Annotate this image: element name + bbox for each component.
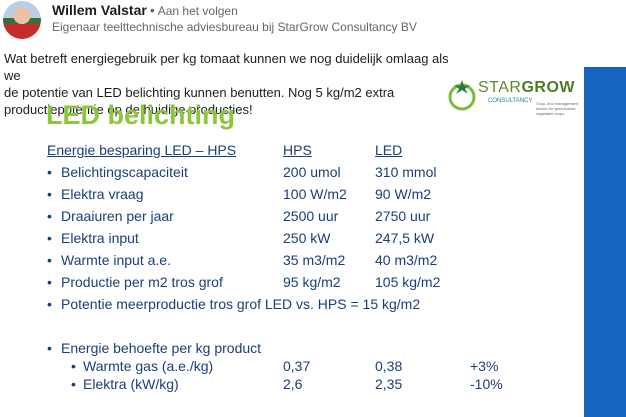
post-text-line: productiepotentie op de huidige producti… <box>4 102 253 117</box>
author-name[interactable]: Willem Valstar <box>52 2 147 18</box>
row-label: Belichtingscapaciteit <box>61 164 188 180</box>
follow-status[interactable]: Aan het volgen <box>157 4 238 18</box>
row-hps-value: 250 kW <box>283 230 331 246</box>
slide-title: LED belichting <box>46 100 235 130</box>
post-text-line: Wat betreft energiegebruik per kg tomaat… <box>4 51 449 83</box>
separator-dot: • <box>149 2 155 18</box>
logo-word-star: STAR <box>478 79 522 96</box>
row-led-value: 105 kg/m2 <box>375 274 441 290</box>
bullet: • <box>47 274 52 290</box>
energy-sub-row: • Warmte gas (a.e./kg) 0,37 0,38 +3% <box>0 358 580 378</box>
bullet: • <box>47 252 52 268</box>
author-line: Willem Valstar • Aan het volgen <box>52 2 238 18</box>
row-label: Productie per m2 tros grof <box>61 274 223 290</box>
row-hps-value: 2,6 <box>283 376 303 392</box>
row-diff-value: +3% <box>470 358 499 374</box>
row-label: Elektra vraag <box>61 186 144 202</box>
bullet: • <box>71 358 76 374</box>
tomato-logo-icon <box>448 80 476 111</box>
logo-tagline: Crop- and management advice for greenhou… <box>536 101 579 116</box>
slide-image[interactable]: STARGROW CONSULTANCY Crop- and managemen… <box>0 64 626 417</box>
table-row: • Belichtingscapaciteit 200 umol 310 mmo… <box>0 164 580 184</box>
row-diff-value: -10% <box>470 376 503 392</box>
author-headline: Eigenaar teelttechnische adviesbureau bi… <box>52 20 417 34</box>
post-text: Wat betreft energiegebruik per kg tomaat… <box>4 50 449 118</box>
logo-word-grow: GROW <box>521 79 576 96</box>
bullet: • <box>47 164 52 180</box>
row-hps-value: 0,37 <box>283 358 311 374</box>
bullet: • <box>47 296 52 312</box>
row-label: Elektra input <box>61 230 139 246</box>
stargrow-logo: STARGROW CONSULTANCY Crop- and managemen… <box>448 77 580 116</box>
potential-row: • Potentie meerproductie tros grof LED v… <box>0 296 580 316</box>
table-row: • Elektra input 250 kW 247,5 kW <box>0 230 580 250</box>
row-label: Warmte input a.e. <box>61 252 171 268</box>
energy-heading: Energie behoefte per kg product <box>61 340 262 356</box>
post-header: Willem Valstar • Aan het volgen Eigenaar t… <box>0 0 626 40</box>
table-row: • Warmte input a.e. 35 m3/m2 40 m3/m2 <box>0 252 580 272</box>
row-led-value: 2750 uur <box>375 208 431 224</box>
row-label: Warmte gas (a.e./kg) <box>83 358 214 374</box>
logo-subtitle: CONSULTANCY <box>488 98 533 104</box>
logo-wordmark: STARGROW <box>478 79 575 97</box>
potential-text: Potentie meerproductie tros grof LED vs.… <box>61 296 421 312</box>
row-hps-value: 2500 uur <box>283 208 339 224</box>
bullet: • <box>47 208 52 224</box>
slide-side-bar <box>584 67 626 417</box>
energy-heading-row: • Energie behoefte per kg product <box>0 340 580 360</box>
row-hps-value: 100 W/m2 <box>283 186 347 202</box>
table-header-led: LED <box>375 142 403 158</box>
row-label: Draaiuren per jaar <box>61 208 174 224</box>
post-text-line: de potentie van LED belichting kunnen be… <box>4 85 395 100</box>
row-hps-value: 35 m3/m2 <box>283 252 346 268</box>
bullet: • <box>47 230 52 246</box>
row-led-value: 310 mmol <box>375 164 437 180</box>
table-row: • Productie per m2 tros grof 95 kg/m2 10… <box>0 274 580 294</box>
row-led-value: 2,35 <box>375 376 403 392</box>
table-header-hps: HPS <box>283 142 312 158</box>
bullet: • <box>47 186 52 202</box>
row-hps-value: 200 umol <box>283 164 341 180</box>
row-led-value: 247,5 kW <box>375 230 435 246</box>
row-led-value: 90 W/m2 <box>375 186 432 202</box>
table-row: • Elektra vraag 100 W/m2 90 W/m2 <box>0 186 580 206</box>
bullet: • <box>71 376 76 392</box>
table-header-label: Energie besparing LED – HPS <box>47 142 237 158</box>
energy-sub-row: • Elektra (kW/kg) 2,6 2,35 -10% <box>0 376 580 396</box>
row-label: Elektra (kW/kg) <box>83 376 179 392</box>
row-led-value: 40 m3/m2 <box>375 252 438 268</box>
table-row: • Draaiuren per jaar 2500 uur 2750 uur <box>0 208 580 228</box>
row-hps-value: 95 kg/m2 <box>283 274 341 290</box>
avatar[interactable] <box>3 1 41 39</box>
row-led-value: 0,38 <box>375 358 403 374</box>
bullet: • <box>47 340 52 356</box>
